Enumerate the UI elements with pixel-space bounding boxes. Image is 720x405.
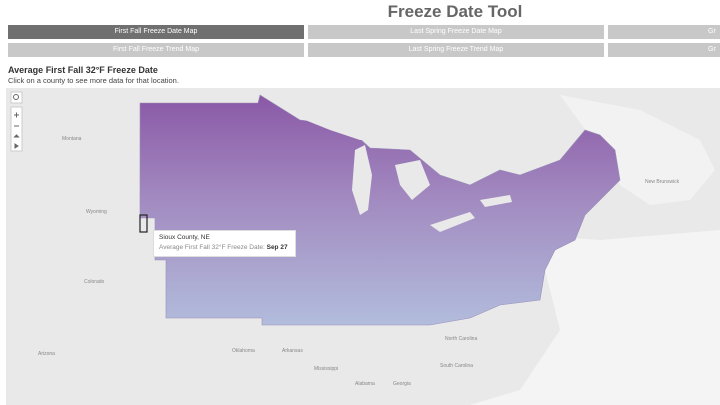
tooltip-value: Sep 27 <box>266 244 288 251</box>
tooltip-label: Average First Fall 32°F Freeze Date: <box>159 244 265 251</box>
dashboard-title: Freeze Date Tool <box>387 2 523 21</box>
place-label: North Carolina <box>445 336 477 342</box>
tooltip-county: Sioux County, NE <box>159 234 210 241</box>
lake-michigan <box>352 145 372 215</box>
lake-superior <box>300 110 395 140</box>
land-canada <box>560 95 715 205</box>
selected-county[interactable] <box>139 214 148 233</box>
place-label: Arizona <box>38 351 55 357</box>
county-region[interactable] <box>139 94 621 326</box>
ocean <box>450 230 720 405</box>
place-label: New Brunswick <box>645 179 680 185</box>
place-label: Colorado <box>84 279 105 285</box>
place-label: Montana <box>62 136 82 142</box>
tooltip-line: Average First Fall 32°F Freeze Date: Sep… <box>159 244 290 251</box>
lake-huron <box>395 160 430 200</box>
tooltip: Sioux County, NE Average First Fall 32°F… <box>153 230 296 257</box>
place-label: Alabama <box>355 381 375 387</box>
map-title: Average First Fall 32°F Freeze Date <box>8 65 158 75</box>
place-label: Oklahoma <box>232 348 255 354</box>
place-label: Arkansas <box>282 348 303 354</box>
place-label: Wyoming <box>86 209 107 215</box>
place-label: Mississippi <box>314 366 338 372</box>
tab[interactable]: First Fall Freeze Trend Map <box>8 43 304 57</box>
place-label: Georgia <box>393 381 411 387</box>
tab[interactable]: Gr <box>608 25 720 39</box>
tab[interactable]: Last Spring Freeze Date Map <box>308 25 604 39</box>
map-controls[interactable] <box>10 91 23 152</box>
tab[interactable]: First Fall Freeze Date Map <box>8 25 304 39</box>
place-label: South Carolina <box>440 363 473 369</box>
lake-ontario <box>480 195 512 207</box>
map-subtitle: Click on a county to see more data for t… <box>8 76 179 85</box>
lake-erie <box>430 212 475 232</box>
tab[interactable]: Gr <box>608 43 720 57</box>
tab[interactable]: Last Spring Freeze Trend Map <box>308 43 604 57</box>
